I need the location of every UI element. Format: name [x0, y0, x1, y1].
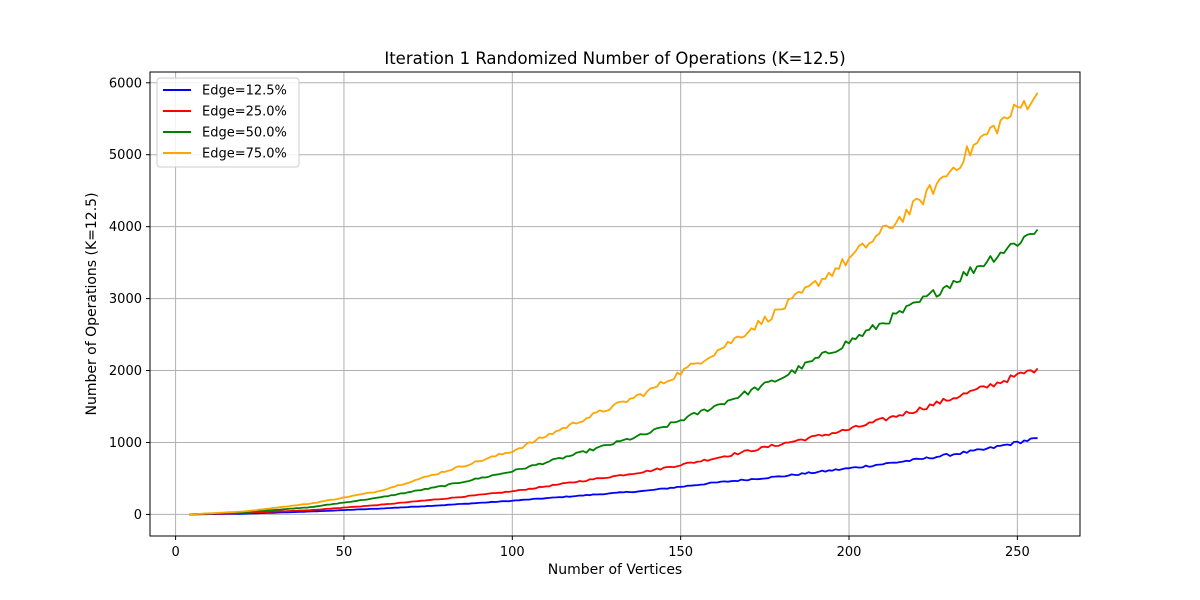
- x-tick-label: 200: [837, 545, 862, 560]
- legend-label: Edge=25.0%: [202, 105, 287, 120]
- y-tick-label: 1000: [109, 436, 142, 451]
- plot-frame: [149, 71, 1081, 537]
- x-tick-label: 50: [336, 545, 353, 560]
- legend-label: Edge=50.0%: [202, 126, 287, 141]
- series-line: [189, 437, 1038, 516]
- y-tick-label: 6000: [109, 76, 142, 91]
- series-line: [189, 367, 1039, 516]
- x-axis-label: Number of Vertices: [548, 562, 682, 578]
- y-tick-label: 0: [134, 508, 142, 523]
- y-tick-label: 5000: [109, 148, 142, 163]
- chart-title: Iteration 1 Randomized Number of Operati…: [384, 49, 845, 68]
- x-tick-label: 0: [171, 545, 179, 560]
- x-tick-label: 100: [500, 545, 525, 560]
- legend-box: [156, 77, 300, 168]
- axis-ticks: 0 50 100 150 200 250 0 1000 2000 3000 4000 5000 6000: [109, 76, 1030, 560]
- y-tick-label: 3000: [109, 292, 142, 307]
- legend-label: Edge=75.0%: [202, 147, 287, 162]
- series-lines: [189, 92, 1039, 516]
- x-tick-label: 150: [668, 545, 693, 560]
- y-axis-label: Number of Operations (K=12.5): [84, 192, 100, 415]
- y-tick-label: 4000: [109, 220, 142, 235]
- series-line: [189, 228, 1039, 516]
- series-line: [189, 92, 1039, 516]
- legend-label: Edge=12.5%: [202, 84, 287, 99]
- gridlines: [150, 72, 1080, 536]
- x-tick-label: 250: [1005, 545, 1030, 560]
- y-tick-label: 2000: [109, 364, 142, 379]
- legend: Edge=12.5% Edge=25.0% Edge=50.0% Edge=75.0%: [156, 77, 300, 168]
